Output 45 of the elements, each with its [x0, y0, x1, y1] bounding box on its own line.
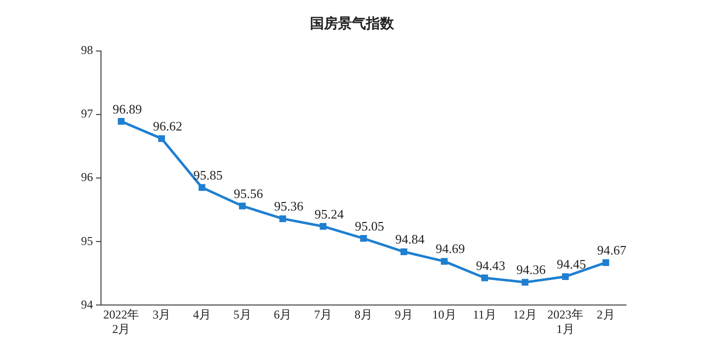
x-tick-label: 2月	[596, 308, 615, 322]
point	[360, 235, 367, 242]
x-tick-label: 8月	[354, 308, 372, 322]
data-label: 95.05	[354, 218, 384, 234]
point	[158, 135, 165, 142]
y-tick-label: 98	[81, 42, 93, 57]
point	[481, 274, 488, 282]
chart-title: 国房景气指数	[310, 15, 395, 32]
data-label: 95.24	[314, 206, 344, 222]
data-label: 94.43	[476, 258, 506, 273]
data-label: 94.69	[436, 241, 465, 256]
point	[279, 215, 286, 222]
point	[602, 259, 610, 266]
data-label: 95.56	[234, 186, 264, 201]
point	[440, 258, 448, 265]
data-label: 94.84	[395, 232, 426, 247]
y-tick-label: 97	[81, 106, 93, 121]
x-tick-label: 4月	[192, 308, 211, 322]
y-tick-label: 96	[81, 170, 93, 184]
point	[522, 278, 528, 286]
point	[320, 222, 326, 230]
x-tick-label: 10月	[432, 308, 456, 322]
data-label: 96.89	[112, 101, 142, 116]
x-tick-label: 9月	[394, 308, 413, 322]
x-tick-label: 7月	[314, 308, 332, 322]
data-label: 95.36	[274, 198, 304, 214]
point	[118, 118, 125, 125]
point	[562, 273, 569, 280]
data-label: 94.67	[597, 242, 627, 258]
y-tick-label: 95	[81, 234, 93, 248]
x-tick-label: 5月	[233, 308, 252, 322]
x-tick-label: 2023年 1月	[547, 308, 584, 336]
data-label: 94.36	[516, 262, 546, 278]
x-tick-label: 3月	[152, 308, 171, 322]
data-label: 95.85	[193, 167, 223, 182]
point	[400, 248, 408, 256]
x-tick-label: 2022年 2月	[103, 308, 140, 336]
x-tick-label: 6月	[274, 308, 292, 322]
x-tick-label: 11月	[472, 308, 496, 322]
y-tick-label: 94	[81, 297, 93, 312]
point	[238, 202, 246, 210]
data-label: 96.62	[152, 118, 182, 134]
data-label: 94.45	[556, 256, 586, 272]
point	[198, 184, 206, 191]
x-tick-label: 12月	[513, 308, 538, 322]
